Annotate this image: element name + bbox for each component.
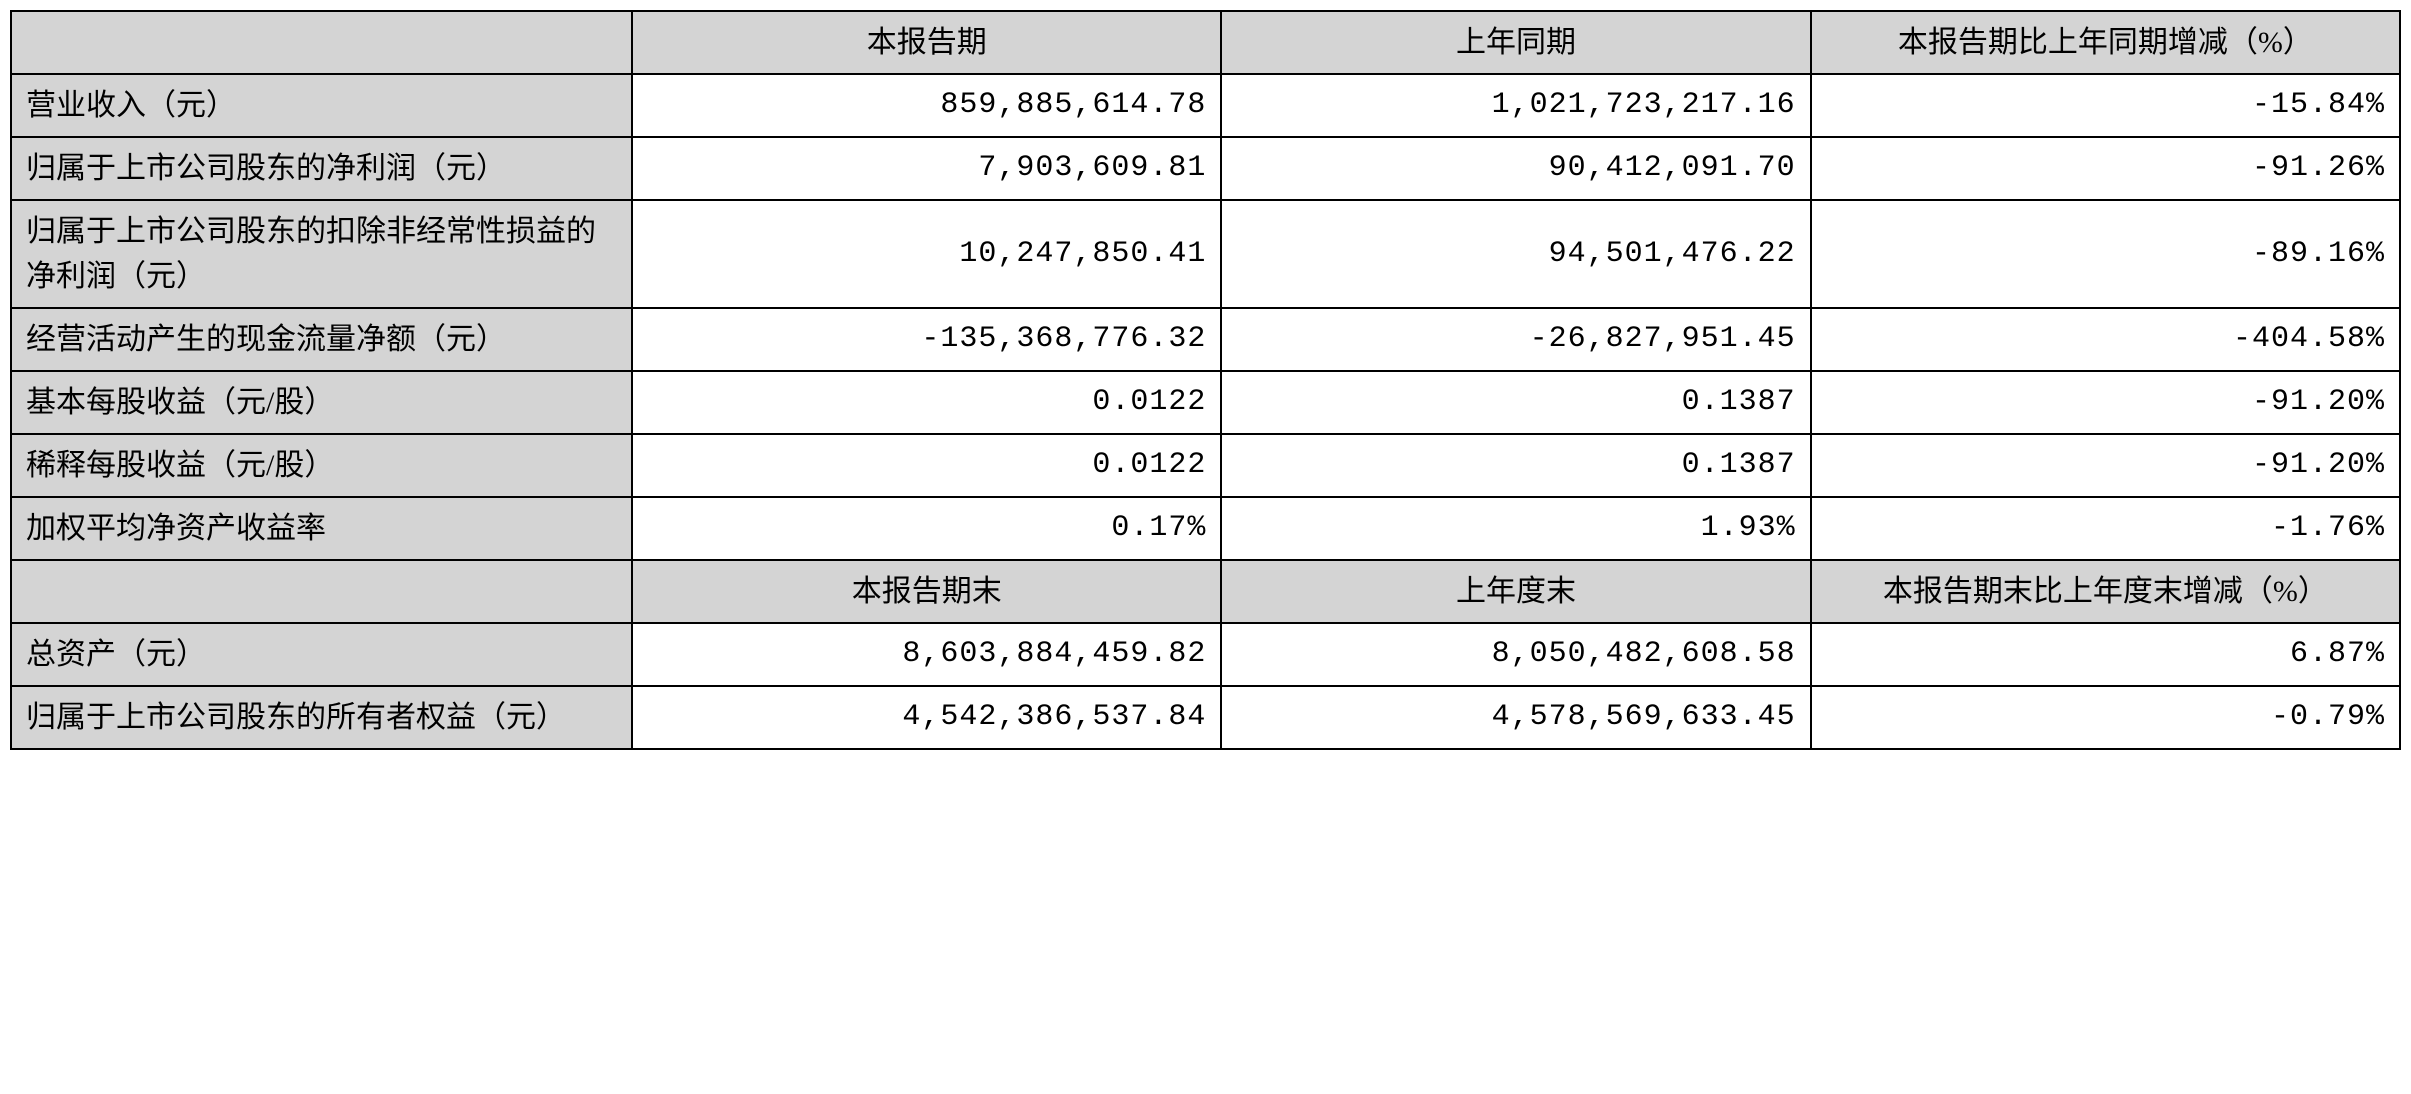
row-current: 0.0122 — [632, 434, 1221, 497]
row-change: 6.87% — [1811, 623, 2400, 686]
row-label: 归属于上市公司股东的扣除非经常性损益的净利润（元） — [11, 200, 632, 308]
header-change-pct-2: 本报告期末比上年度末增减（%） — [1811, 560, 2400, 623]
header-prior-period: 上年同期 — [1221, 11, 1810, 74]
row-change: -1.76% — [1811, 497, 2400, 560]
row-current: 8,603,884,459.82 — [632, 623, 1221, 686]
financial-summary-table: 本报告期 上年同期 本报告期比上年同期增减（%） 营业收入（元） 859,885… — [10, 10, 2401, 750]
row-prior: 8,050,482,608.58 — [1221, 623, 1810, 686]
table-row: 归属于上市公司股东的所有者权益（元） 4,542,386,537.84 4,57… — [11, 686, 2400, 749]
row-label: 归属于上市公司股东的所有者权益（元） — [11, 686, 632, 749]
row-prior: 1.93% — [1221, 497, 1810, 560]
row-change: -91.20% — [1811, 434, 2400, 497]
table-row: 稀释每股收益（元/股） 0.0122 0.1387 -91.20% — [11, 434, 2400, 497]
row-label: 营业收入（元） — [11, 74, 632, 137]
table-row: 基本每股收益（元/股） 0.0122 0.1387 -91.20% — [11, 371, 2400, 434]
row-label: 总资产（元） — [11, 623, 632, 686]
row-current: 4,542,386,537.84 — [632, 686, 1221, 749]
row-prior: 0.1387 — [1221, 371, 1810, 434]
row-prior: 4,578,569,633.45 — [1221, 686, 1810, 749]
row-label: 稀释每股收益（元/股） — [11, 434, 632, 497]
row-current: 7,903,609.81 — [632, 137, 1221, 200]
row-prior: 0.1387 — [1221, 434, 1810, 497]
table-row: 归属于上市公司股东的净利润（元） 7,903,609.81 90,412,091… — [11, 137, 2400, 200]
table-row: 总资产（元） 8,603,884,459.82 8,050,482,608.58… — [11, 623, 2400, 686]
row-change: -0.79% — [1811, 686, 2400, 749]
row-current: 0.0122 — [632, 371, 1221, 434]
row-current: 859,885,614.78 — [632, 74, 1221, 137]
header-prior-year-end: 上年度末 — [1221, 560, 1810, 623]
row-prior: -26,827,951.45 — [1221, 308, 1810, 371]
row-current: 0.17% — [632, 497, 1221, 560]
table-row: 经营活动产生的现金流量净额（元） -135,368,776.32 -26,827… — [11, 308, 2400, 371]
row-change: -15.84% — [1811, 74, 2400, 137]
row-change: -89.16% — [1811, 200, 2400, 308]
table-header-row-2: 本报告期末 上年度末 本报告期末比上年度末增减（%） — [11, 560, 2400, 623]
row-label: 经营活动产生的现金流量净额（元） — [11, 308, 632, 371]
row-change: -404.58% — [1811, 308, 2400, 371]
header-period-end: 本报告期末 — [632, 560, 1221, 623]
row-prior: 90,412,091.70 — [1221, 137, 1810, 200]
row-change: -91.26% — [1811, 137, 2400, 200]
table-row: 营业收入（元） 859,885,614.78 1,021,723,217.16 … — [11, 74, 2400, 137]
table-row: 加权平均净资产收益率 0.17% 1.93% -1.76% — [11, 497, 2400, 560]
row-current: -135,368,776.32 — [632, 308, 1221, 371]
row-label: 归属于上市公司股东的净利润（元） — [11, 137, 632, 200]
table-header-row-1: 本报告期 上年同期 本报告期比上年同期增减（%） — [11, 11, 2400, 74]
header-blank-1 — [11, 11, 632, 74]
row-prior: 1,021,723,217.16 — [1221, 74, 1810, 137]
header-change-pct: 本报告期比上年同期增减（%） — [1811, 11, 2400, 74]
row-current: 10,247,850.41 — [632, 200, 1221, 308]
row-label: 基本每股收益（元/股） — [11, 371, 632, 434]
table-row: 归属于上市公司股东的扣除非经常性损益的净利润（元） 10,247,850.41 … — [11, 200, 2400, 308]
row-change: -91.20% — [1811, 371, 2400, 434]
row-prior: 94,501,476.22 — [1221, 200, 1810, 308]
header-blank-2 — [11, 560, 632, 623]
header-current-period: 本报告期 — [632, 11, 1221, 74]
row-label: 加权平均净资产收益率 — [11, 497, 632, 560]
